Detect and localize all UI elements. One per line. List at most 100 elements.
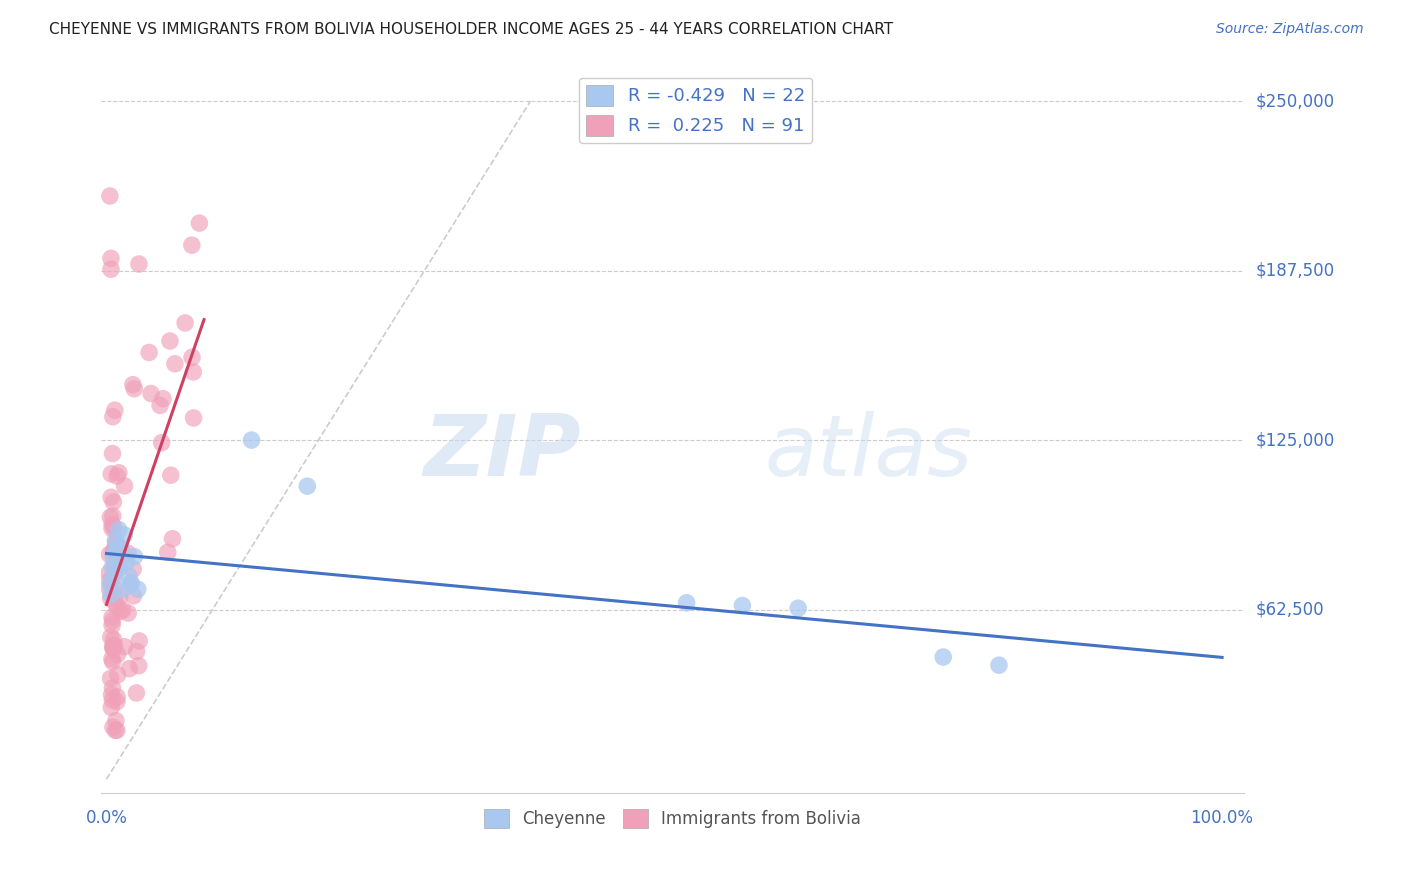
Point <box>138 345 160 359</box>
Point <box>139 386 162 401</box>
Point <box>110 604 132 618</box>
Point <box>114 640 136 654</box>
Point <box>100 700 122 714</box>
Point <box>100 588 122 602</box>
Point <box>122 377 145 392</box>
Point <box>128 658 150 673</box>
Point <box>787 601 810 615</box>
Point <box>988 658 1011 673</box>
Point <box>127 582 149 597</box>
Text: Source: ZipAtlas.com: Source: ZipAtlas.com <box>1216 22 1364 37</box>
Point <box>101 640 124 655</box>
Point <box>103 546 125 560</box>
Point <box>98 548 121 562</box>
Point <box>100 252 122 266</box>
Point <box>156 545 179 559</box>
Text: ZIP: ZIP <box>423 411 581 494</box>
Point <box>180 238 202 252</box>
Point <box>159 334 181 348</box>
Point <box>101 640 124 654</box>
Point <box>104 714 127 728</box>
Point <box>103 568 125 582</box>
Point <box>181 365 204 379</box>
Point <box>104 547 127 561</box>
Point <box>188 216 211 230</box>
Point <box>103 549 125 564</box>
Point <box>101 610 124 624</box>
Point <box>128 634 150 648</box>
Point <box>103 521 125 535</box>
Point <box>104 561 127 575</box>
Point <box>101 508 124 523</box>
Point <box>122 589 145 603</box>
Point <box>181 351 204 365</box>
Point <box>240 433 263 447</box>
Point <box>103 632 125 647</box>
Point <box>115 555 138 569</box>
Point <box>98 582 121 596</box>
Point <box>101 693 124 707</box>
Point <box>125 686 148 700</box>
Point <box>104 582 127 596</box>
Point <box>100 672 122 686</box>
Point <box>120 575 142 590</box>
Point <box>107 668 129 682</box>
Point <box>111 603 134 617</box>
Point <box>117 606 139 620</box>
Point <box>128 257 150 271</box>
Point <box>107 555 129 569</box>
Point <box>100 630 122 644</box>
Point <box>107 648 129 662</box>
Point <box>118 568 141 582</box>
Point <box>103 558 125 573</box>
Point <box>100 490 122 504</box>
Point <box>112 528 135 542</box>
Point <box>101 720 124 734</box>
Point <box>100 591 122 606</box>
Point <box>100 467 122 481</box>
Point <box>105 723 128 738</box>
Point <box>103 641 125 656</box>
Point <box>163 357 186 371</box>
Legend: Cheyenne, Immigrants from Bolivia: Cheyenne, Immigrants from Bolivia <box>478 803 868 835</box>
Point <box>105 469 128 483</box>
Point <box>100 688 122 702</box>
Point <box>108 560 131 574</box>
Point <box>105 695 128 709</box>
Point <box>98 510 121 524</box>
Point <box>105 541 128 556</box>
Point <box>183 411 205 425</box>
Point <box>104 640 127 654</box>
Point <box>105 690 128 704</box>
Point <box>107 523 129 537</box>
Point <box>101 446 124 460</box>
Point <box>117 546 139 560</box>
Text: $250,000: $250,000 <box>1256 92 1334 110</box>
Text: $125,000: $125,000 <box>1256 431 1334 449</box>
Point <box>101 655 124 669</box>
Point <box>101 681 124 695</box>
Point <box>101 560 124 574</box>
Text: $187,500: $187,500 <box>1256 261 1334 279</box>
Point <box>149 398 172 412</box>
Point <box>101 618 124 632</box>
Point <box>120 577 142 591</box>
Point <box>105 535 128 549</box>
Point <box>101 409 124 424</box>
Point <box>104 533 127 548</box>
Point <box>98 189 121 203</box>
Point <box>731 599 754 613</box>
Point <box>159 468 181 483</box>
Point <box>101 652 124 666</box>
Point <box>114 479 136 493</box>
Point <box>110 541 132 556</box>
Point <box>103 495 125 509</box>
Text: CHEYENNE VS IMMIGRANTS FROM BOLIVIA HOUSEHOLDER INCOME AGES 25 - 44 YEARS CORREL: CHEYENNE VS IMMIGRANTS FROM BOLIVIA HOUS… <box>49 22 893 37</box>
Point <box>297 479 319 493</box>
Point <box>118 662 141 676</box>
Point <box>97 566 120 581</box>
Point <box>104 723 127 738</box>
Point <box>100 262 122 277</box>
Point <box>152 392 174 406</box>
Text: $62,500: $62,500 <box>1256 600 1324 618</box>
